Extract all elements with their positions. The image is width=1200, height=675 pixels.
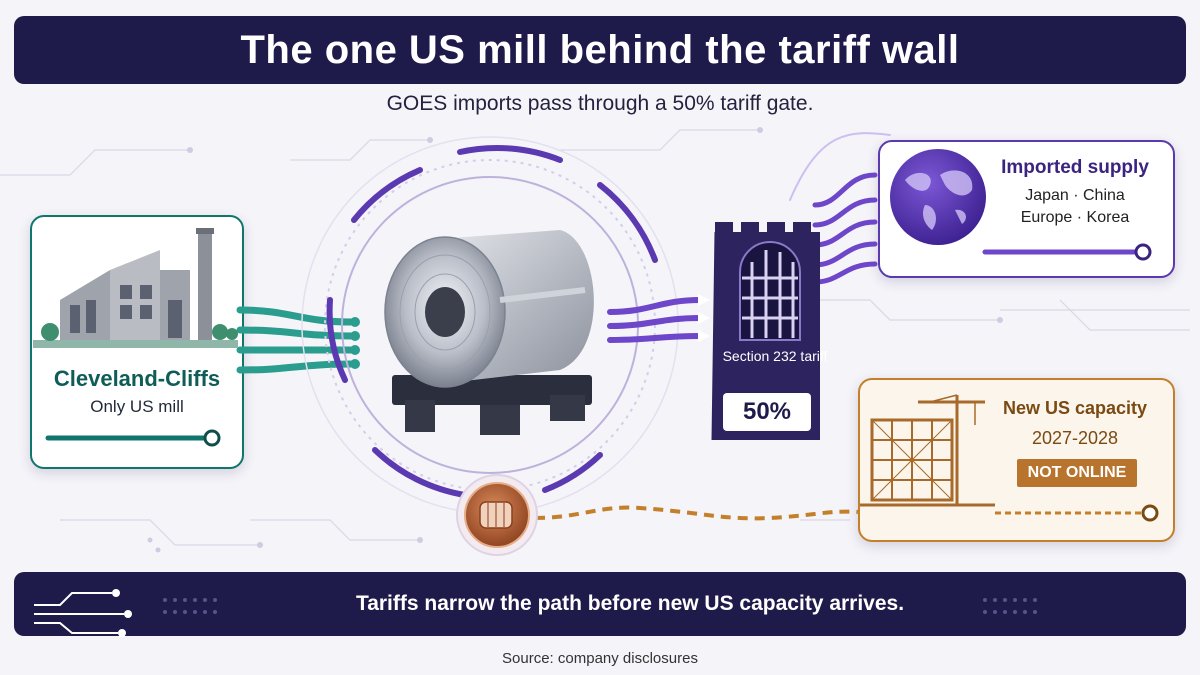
domestic-mill-description: Only US mill bbox=[90, 397, 184, 416]
source-note: Source: company disclosures bbox=[502, 650, 698, 667]
steel-coil-icon bbox=[384, 230, 594, 435]
page-title: The one US mill behind the tariff wall bbox=[14, 16, 1186, 84]
domestic-flow-lines bbox=[236, 306, 356, 374]
subtitle: GOES imports pass through a 50% tariff g… bbox=[386, 92, 814, 115]
tariff-rate: 50% bbox=[723, 393, 811, 431]
coil-rings bbox=[301, 136, 679, 514]
coil-to-gate-flow bbox=[607, 297, 703, 343]
new-capacity-years: 2027-2028 bbox=[1031, 428, 1119, 448]
small-coil-icon bbox=[456, 474, 538, 556]
import-sources-line-1: Japan · China bbox=[1025, 187, 1125, 204]
imported-supply-title: Imported supply bbox=[1001, 157, 1149, 178]
domestic-flow-arrowheads bbox=[350, 317, 360, 369]
status-badge: NOT ONLINE bbox=[1017, 459, 1137, 487]
footer-banner bbox=[14, 572, 1186, 636]
domestic-mill-name: Cleveland-Cliffs bbox=[53, 366, 221, 391]
tariff-label: Section 232 tariff bbox=[722, 348, 828, 364]
coil-to-gate-arrowheads bbox=[698, 294, 710, 342]
footer-message: Tariffs narrow the path before new US ca… bbox=[355, 592, 905, 615]
import-flow-lines bbox=[789, 132, 891, 285]
new-capacity-title: New US capacity bbox=[1002, 398, 1148, 418]
import-sources-line-2: Europe · Korea bbox=[1020, 209, 1130, 226]
cleveland-cliffs-card bbox=[30, 215, 244, 469]
